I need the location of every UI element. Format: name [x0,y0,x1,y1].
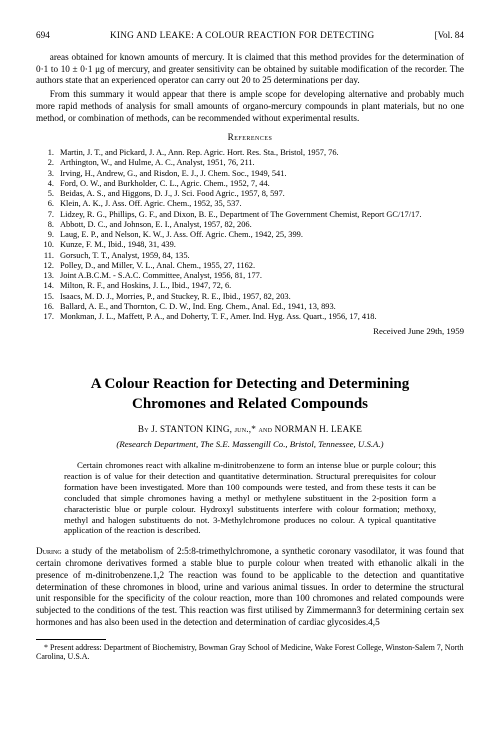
reference-item: 16.Ballard, A. E., and Thornton, C. D. W… [36,302,464,312]
page-number: 694 [36,30,50,42]
article-title: A Colour Reaction for Detecting and Dete… [36,374,464,415]
reference-item: 11.Gorsuch, T. T., Analyst, 1959, 84, 13… [36,251,464,261]
reference-item: 14.Milton, R. F., and Hoskins, J. L., Ib… [36,281,464,291]
body-text: a study of the metabolism of 2:5:8-trime… [36,546,464,627]
reference-item: 1.Martin, J. T., and Pickard, J. A., Ann… [36,148,464,158]
reference-item: 5.Beidas, A. S., and Higgons, D. J., J. … [36,189,464,199]
reference-item: 10.Kunze, F. M., Ibid., 1948, 31, 439. [36,240,464,250]
references-list: 1.Martin, J. T., and Pickard, J. A., Ann… [36,148,464,322]
byline: By J. STANTON KING, jun.,* and NORMAN H.… [36,424,464,436]
body-paragraph: During a study of the metabolism of 2:5:… [36,546,464,628]
reference-item: 9.Laug, E. P., and Nelson, K. W., J. Ass… [36,230,464,240]
running-head: KING AND LEAKE: A COLOUR REACTION FOR DE… [110,30,374,42]
references-heading: References [36,132,464,144]
reference-item: 17.Monkman, J. L., Maffett, P. A., and D… [36,312,464,322]
continuation-paragraph-1: areas obtained for known amounts of merc… [36,52,464,87]
reference-item: 3.Irving, H., Andrew, G., and Risdon, E.… [36,169,464,179]
reference-item: 7.Lidzey, R. G., Phillips, G. F., and Di… [36,210,464,220]
continuation-paragraph-2: From this summary it would appear that t… [36,89,464,124]
reference-item: 12.Polley, D., and Miller, V. L., Anal. … [36,261,464,271]
reference-item: 13.Joint A.B.C.M. - S.A.C. Committee, An… [36,271,464,281]
reference-item: 8.Abbott, D. C., and Johnson, E. I., Ana… [36,220,464,230]
received-date: Received June 29th, 1959 [36,326,464,337]
reference-item: 6.Klein, A. K., J. Ass. Off. Agric. Chem… [36,199,464,209]
reference-item: 2.Arthington, W., and Hulme, A. C., Anal… [36,158,464,168]
affiliation: (Research Department, The S.E. Massengil… [36,439,464,450]
reference-item: 4.Ford, O. W., and Burkholder, C. L., Ag… [36,179,464,189]
footnote-rule [36,639,106,640]
reference-item: 15.Isaacs, M. D. J., Morries, P., and St… [36,292,464,302]
footnote: * Present address: Department of Biochem… [36,643,464,662]
volume-label: [Vol. 84 [435,30,464,42]
page-header: 694 KING AND LEAKE: A COLOUR REACTION FO… [36,30,464,42]
abstract: Certain chromones react with alkaline m-… [64,460,436,536]
